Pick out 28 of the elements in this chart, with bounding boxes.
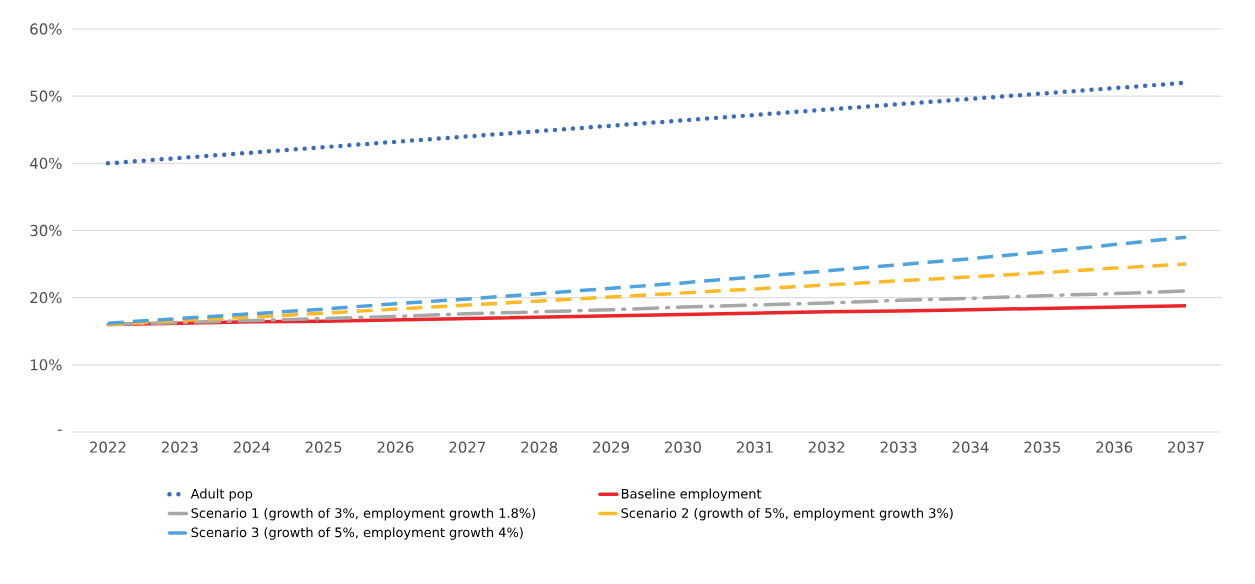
x-tick-label: 2031 [736,441,773,453]
y-tick-label: 30% [30,224,62,237]
legend-label: Scenario 2 (growth of 5%, employment growth 3%) [621,507,953,521]
x-tick-label: 2027 [449,441,486,453]
x-tick-label: 2032 [808,441,845,453]
x-tick-label: 2034 [952,441,989,453]
x-tick-label: 2028 [521,441,558,453]
x-tick-label: 2022 [90,441,126,453]
y-tick-label: 10% [30,359,62,371]
legend-label: Scenario 3 (growth of 5%, employment growth 4%) [191,527,523,540]
x-tick-label: 2024 [233,441,270,453]
x-tick-label: 2030 [665,441,701,453]
y-tick-label: 60% [30,23,62,35]
y-tick-label: 20% [30,292,62,304]
x-tick-label: 2026 [377,441,414,453]
x-tick-label: 2035 [1024,441,1061,453]
y-tick-label: - [57,429,62,431]
legend-label: Baseline employment [621,488,762,502]
x-tick-label: 2023 [161,441,198,453]
legend-label: Scenario 1 (growth of 3%, employment growth 1.8%) [191,507,536,521]
x-tick-label: 2037 [1168,441,1204,453]
y-tick-label: 50% [30,90,62,102]
x-tick-label: 2029 [593,441,630,453]
x-tick-label: 2036 [1096,441,1133,453]
y-tick-label: 40% [30,157,62,169]
x-tick-label: 2025 [305,441,342,453]
x-tick-label: 2033 [880,441,917,453]
legend-label: Adult pop [190,488,253,502]
